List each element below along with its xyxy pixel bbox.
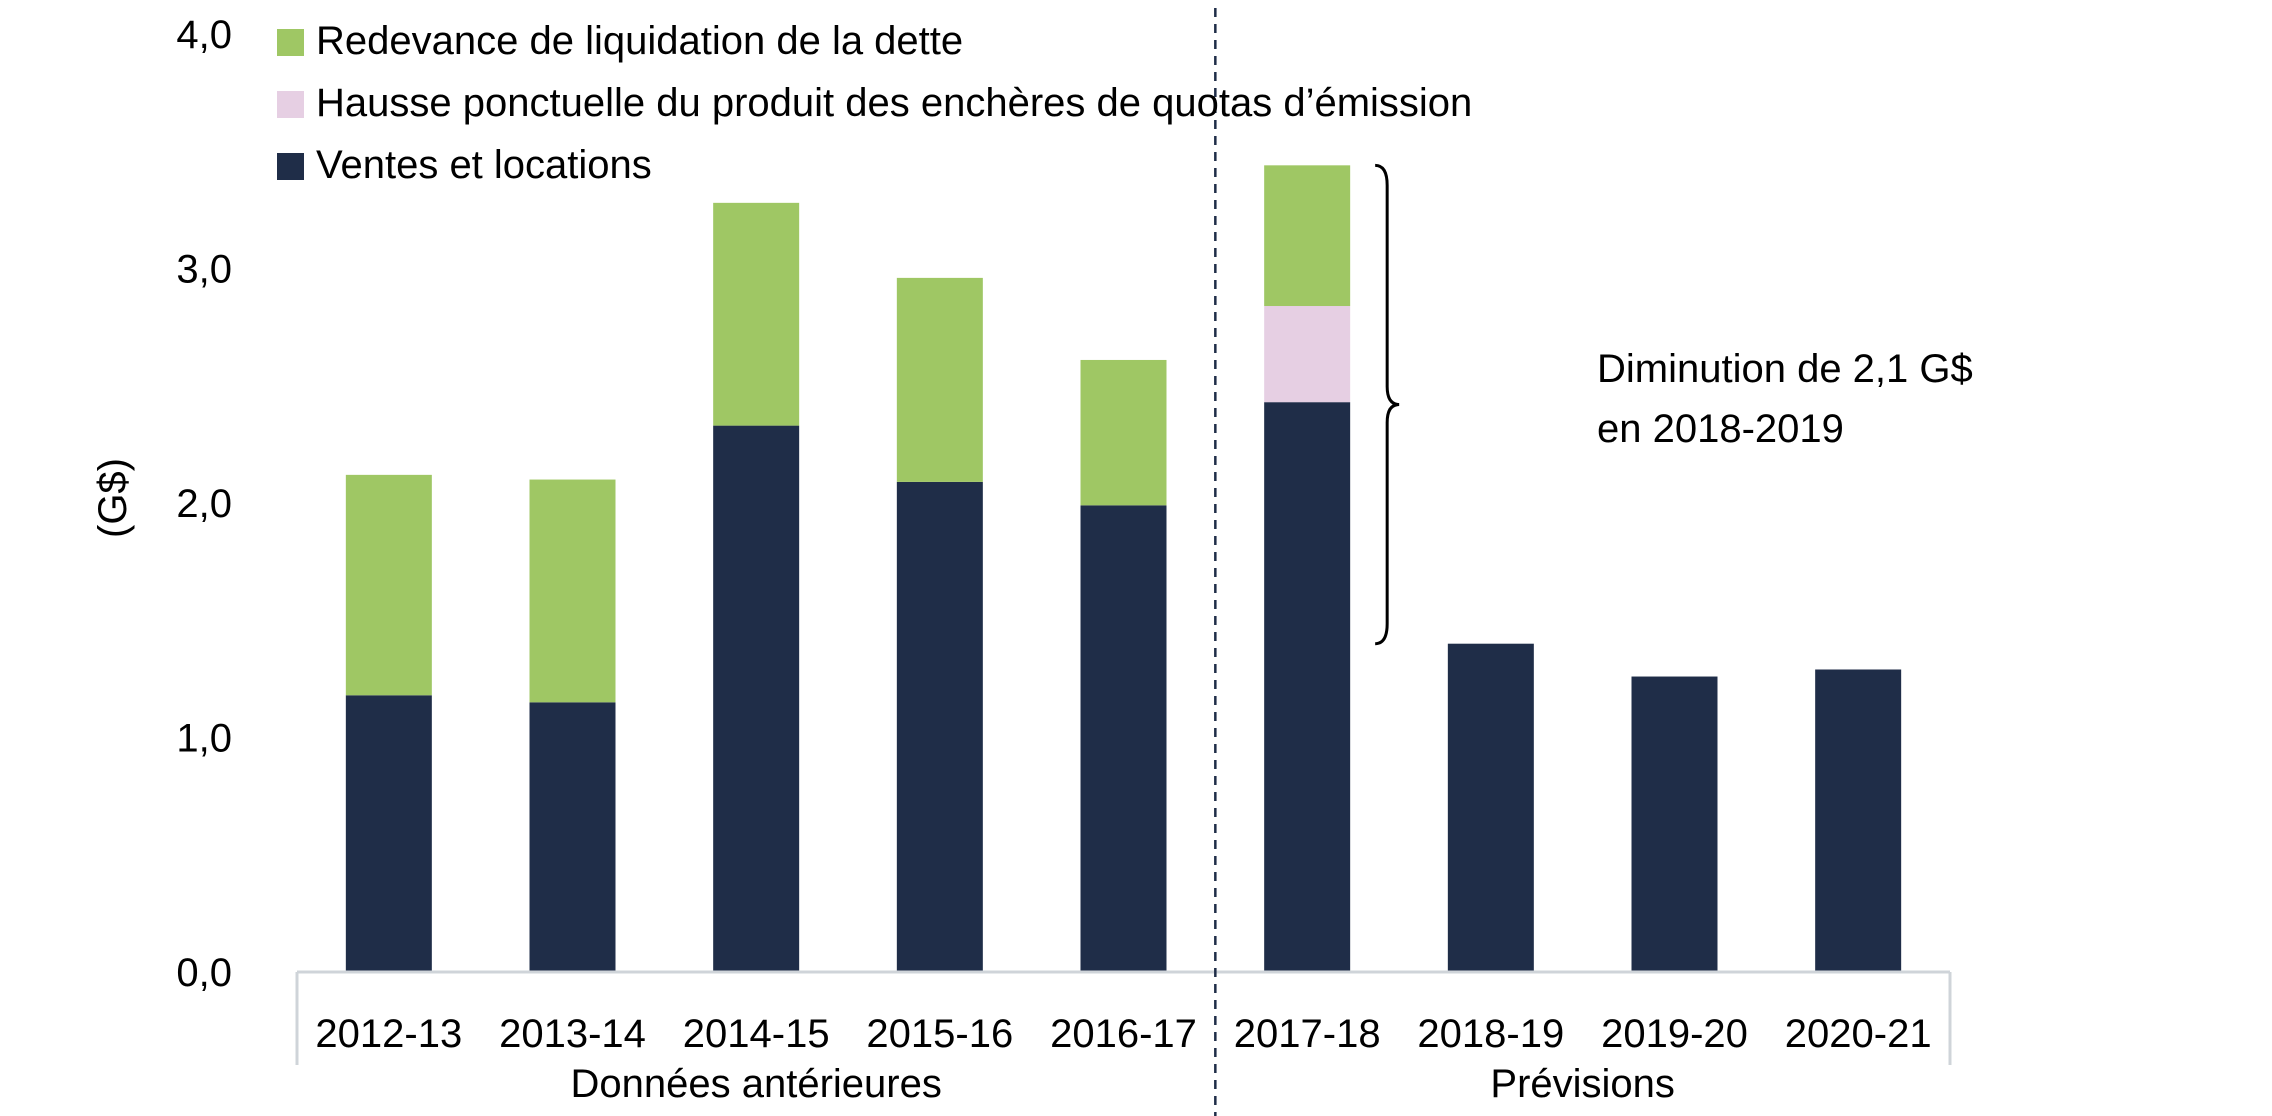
y-axis: 0,0 1,0 2,0 3,0 4,0 <box>176 13 232 995</box>
x-axis: 2012-13 2013-14 2014-15 2015-16 2016-17 2017-… <box>295 970 1952 1065</box>
x-tick-label: 2016-17 <box>1050 1012 1197 1056</box>
bars <box>345 165 1902 972</box>
x-tick-label: 2018-19 <box>1417 1012 1564 1056</box>
bar-segment <box>713 425 800 972</box>
bar-segment <box>529 702 616 972</box>
bar-segment <box>713 202 800 426</box>
bar-segment <box>1264 165 1351 307</box>
y-tick-label: 1,0 <box>176 717 232 761</box>
bar-segment <box>529 479 616 703</box>
bar-segment <box>345 695 432 972</box>
x-tick-label: 2017-18 <box>1234 1012 1381 1056</box>
bar-segment <box>345 474 432 696</box>
bar-segment <box>1080 505 1167 972</box>
x-tick-label: 2020-21 <box>1785 1012 1932 1056</box>
y-axis-label: (G$) <box>91 458 135 538</box>
y-tick-label: 4,0 <box>176 13 232 57</box>
bar-segment <box>896 277 983 482</box>
y-tick-label: 0,0 <box>176 951 232 995</box>
bar-segment <box>1815 669 1902 972</box>
bar-segment <box>1264 306 1351 403</box>
x-tick-label: 2012-13 <box>315 1012 462 1056</box>
bar-segment <box>1631 676 1718 972</box>
category-groups: Données antérieures Prévisions <box>570 8 1675 1116</box>
legend-swatch <box>277 153 304 180</box>
annotation-text: en 2018-2019 <box>1597 407 1844 451</box>
bar-segment <box>1447 643 1534 972</box>
x-tick-label: 2014-15 <box>683 1012 830 1056</box>
x-tick-label: 2019-20 <box>1601 1012 1748 1056</box>
annotation-text: Diminution de 2,1 G$ <box>1597 347 1973 391</box>
bar-segment <box>1264 402 1351 972</box>
bar-segment <box>896 481 983 972</box>
legend: Redevance de liquidation de la dette Haus… <box>277 19 1472 187</box>
x-tick-label: 2013-14 <box>499 1012 646 1056</box>
legend-label: Ventes et locations <box>316 143 652 187</box>
legend-label: Redevance de liquidation de la dette <box>316 19 963 63</box>
annotation: Diminution de 2,1 G$ en 2018-2019 <box>1375 163 1973 646</box>
bar-segment <box>1080 359 1167 506</box>
x-tick-label: 2015-16 <box>866 1012 1013 1056</box>
y-tick-label: 3,0 <box>176 248 232 292</box>
y-tick-label: 2,0 <box>176 482 232 526</box>
legend-swatch <box>277 91 304 118</box>
legend-label: Hausse ponctuelle du produit des enchère… <box>316 81 1472 125</box>
legend-swatch <box>277 29 304 56</box>
annotation-brace <box>1375 163 1400 646</box>
group-label: Données antérieures <box>570 1062 941 1106</box>
group-label: Prévisions <box>1490 1062 1675 1106</box>
